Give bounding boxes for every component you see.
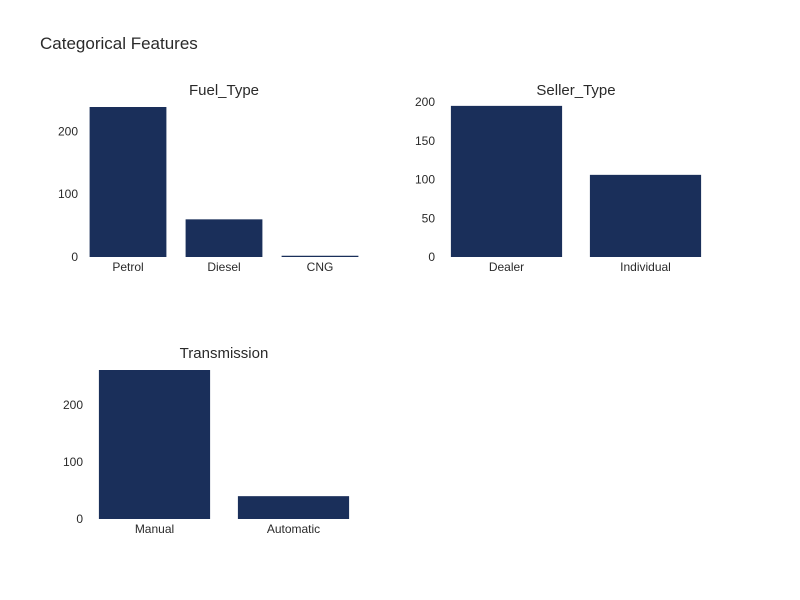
y-tick-label: 0 bbox=[71, 250, 78, 264]
x-tick-label: Petrol bbox=[112, 260, 143, 274]
bar-cng bbox=[281, 255, 359, 257]
y-tick-label: 200 bbox=[58, 124, 78, 138]
x-tick-label: Dealer bbox=[489, 260, 524, 274]
subplot-seller-type: Seller_Type 0 50 100 150 200 Dealer Individual bbox=[415, 82, 702, 274]
subplot-title: Seller_Type bbox=[536, 82, 615, 99]
y-tick-label: 150 bbox=[415, 134, 435, 148]
y-tick-label: 0 bbox=[76, 512, 83, 526]
y-tick-label: 200 bbox=[63, 398, 83, 412]
bar-automatic bbox=[237, 496, 350, 519]
x-tick-label: Manual bbox=[135, 522, 174, 536]
y-tick-label: 0 bbox=[428, 250, 435, 264]
x-tick-label: Automatic bbox=[267, 522, 320, 536]
bar-manual bbox=[98, 370, 211, 519]
y-tick-label: 100 bbox=[415, 173, 435, 187]
subplot-title: Transmission bbox=[180, 345, 269, 362]
bar-individual bbox=[589, 174, 702, 257]
y-tick-label: 200 bbox=[415, 95, 435, 109]
subplot-transmission: Transmission 0 100 200 Manual Automatic bbox=[63, 345, 350, 536]
subplot-title: Fuel_Type bbox=[189, 82, 259, 99]
y-tick-label: 50 bbox=[422, 211, 436, 225]
x-tick-label: Diesel bbox=[207, 260, 240, 274]
y-tick-label: 100 bbox=[63, 455, 83, 469]
bar-dealer bbox=[450, 105, 563, 257]
y-tick-label: 100 bbox=[58, 187, 78, 201]
bar-petrol bbox=[89, 107, 167, 257]
bar-diesel bbox=[185, 219, 263, 257]
x-tick-label: Individual bbox=[620, 260, 671, 274]
subplot-fuel-type: Fuel_Type 0 100 200 Petrol Diesel CNG bbox=[58, 82, 359, 274]
x-tick-label: CNG bbox=[307, 260, 334, 274]
page-title: Categorical Features bbox=[40, 34, 198, 53]
